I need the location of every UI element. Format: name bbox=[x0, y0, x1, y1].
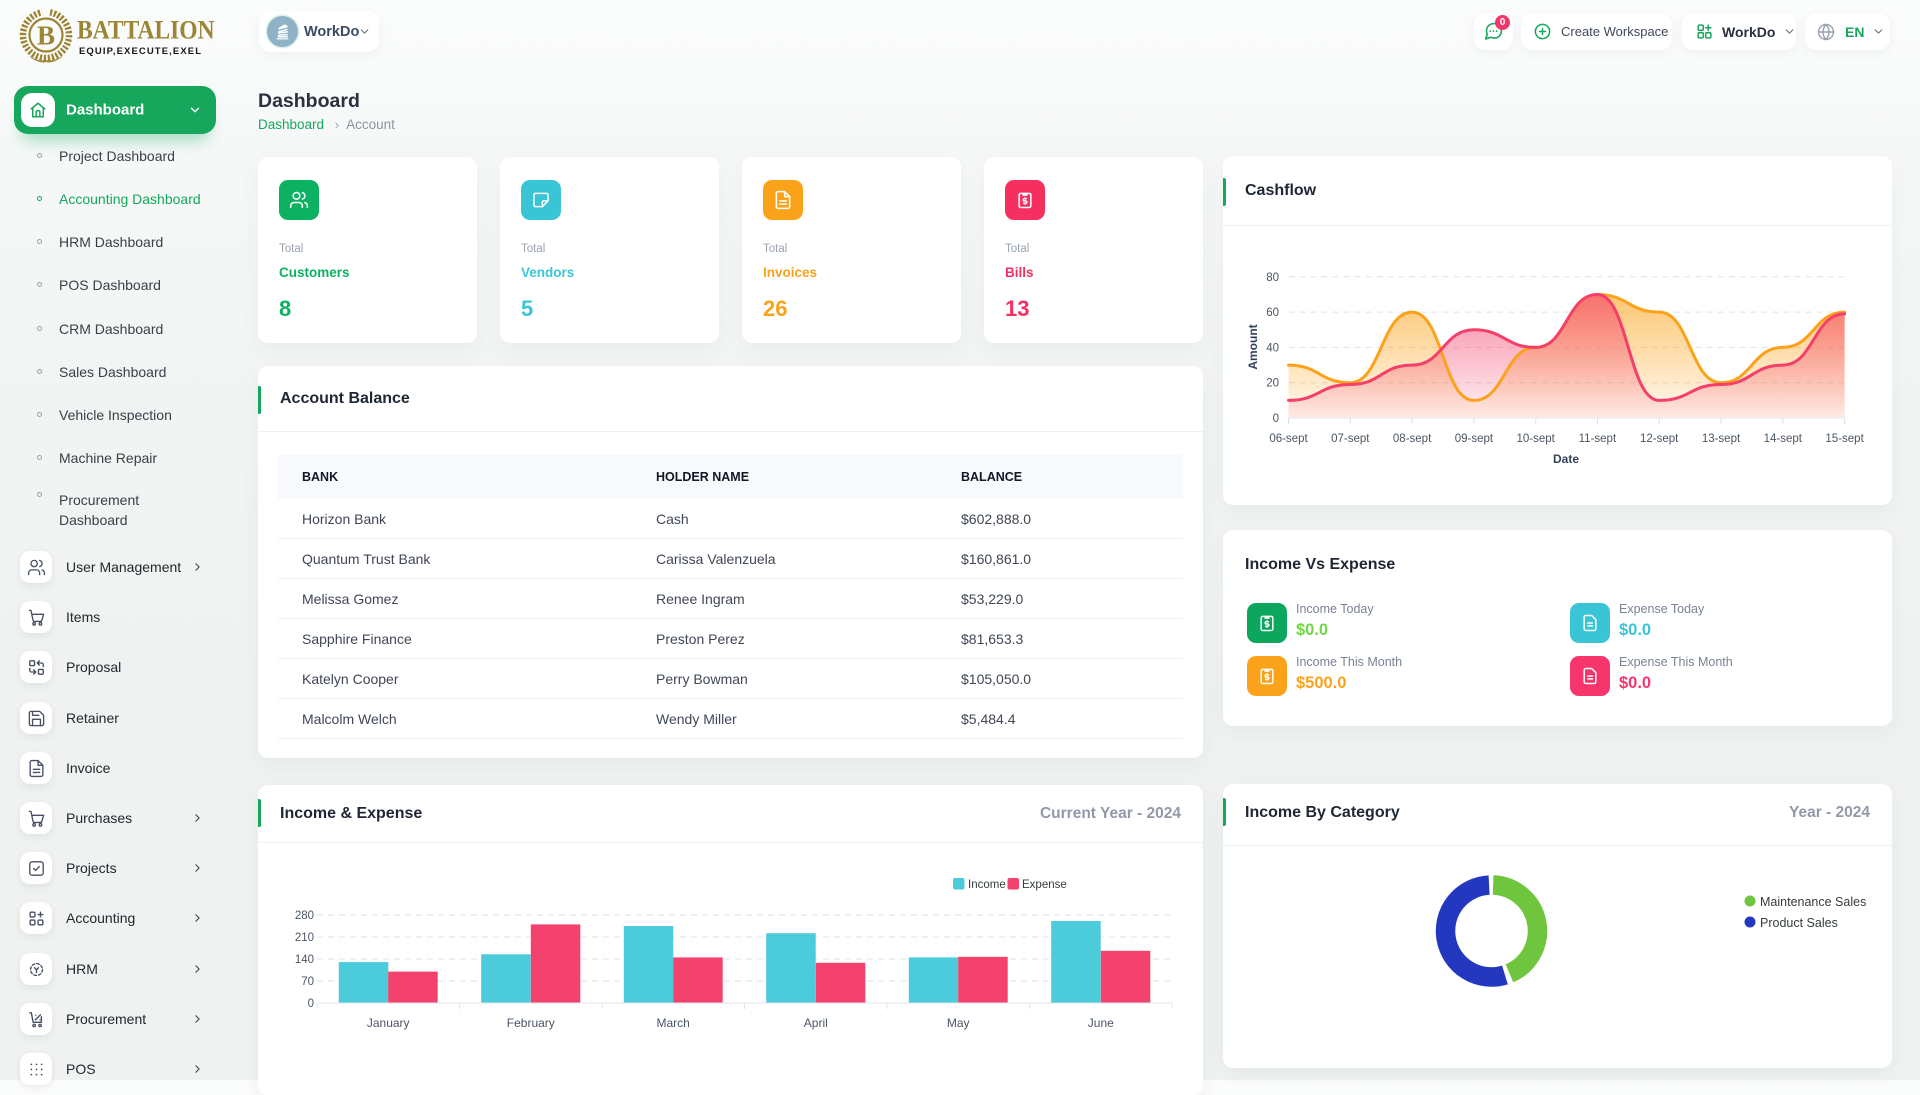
svg-text:70: 70 bbox=[301, 976, 314, 988]
svg-text:09-sept: 09-sept bbox=[1455, 433, 1494, 445]
svg-text:280: 280 bbox=[295, 910, 314, 922]
svg-text:Expense: Expense bbox=[1022, 879, 1067, 891]
svg-text:Maintenance Sales: Maintenance Sales bbox=[1760, 895, 1866, 909]
svg-text:Income: Income bbox=[968, 879, 1006, 891]
svg-text:15-sept: 15-sept bbox=[1825, 433, 1864, 445]
svg-text:0: 0 bbox=[308, 998, 314, 1010]
svg-text:08-sept: 08-sept bbox=[1393, 433, 1432, 445]
svg-text:Product Sales: Product Sales bbox=[1760, 916, 1838, 930]
svg-text:80: 80 bbox=[1266, 272, 1279, 284]
svg-text:April: April bbox=[804, 1016, 828, 1030]
svg-text:06-sept: 06-sept bbox=[1269, 433, 1308, 445]
svg-text:Date: Date bbox=[1553, 452, 1579, 466]
svg-text:20: 20 bbox=[1266, 378, 1279, 390]
svg-text:13-sept: 13-sept bbox=[1702, 433, 1741, 445]
svg-text:March: March bbox=[657, 1016, 690, 1030]
svg-text:June: June bbox=[1088, 1016, 1114, 1030]
svg-text:14-sept: 14-sept bbox=[1764, 433, 1803, 445]
svg-text:January: January bbox=[367, 1016, 410, 1030]
svg-text:May: May bbox=[947, 1016, 970, 1030]
svg-text:B: B bbox=[37, 21, 55, 51]
svg-text:0: 0 bbox=[1273, 413, 1279, 425]
svg-text:40: 40 bbox=[1266, 342, 1279, 354]
svg-text:12-sept: 12-sept bbox=[1640, 433, 1679, 445]
svg-text:February: February bbox=[507, 1016, 555, 1030]
svg-text:210: 210 bbox=[295, 932, 314, 944]
svg-text:140: 140 bbox=[295, 954, 314, 966]
svg-text:10-sept: 10-sept bbox=[1517, 433, 1556, 445]
svg-text:Amount: Amount bbox=[1246, 324, 1260, 369]
svg-text:07-sept: 07-sept bbox=[1331, 433, 1370, 445]
svg-text:11-sept: 11-sept bbox=[1579, 433, 1617, 445]
svg-text:60: 60 bbox=[1266, 307, 1279, 319]
